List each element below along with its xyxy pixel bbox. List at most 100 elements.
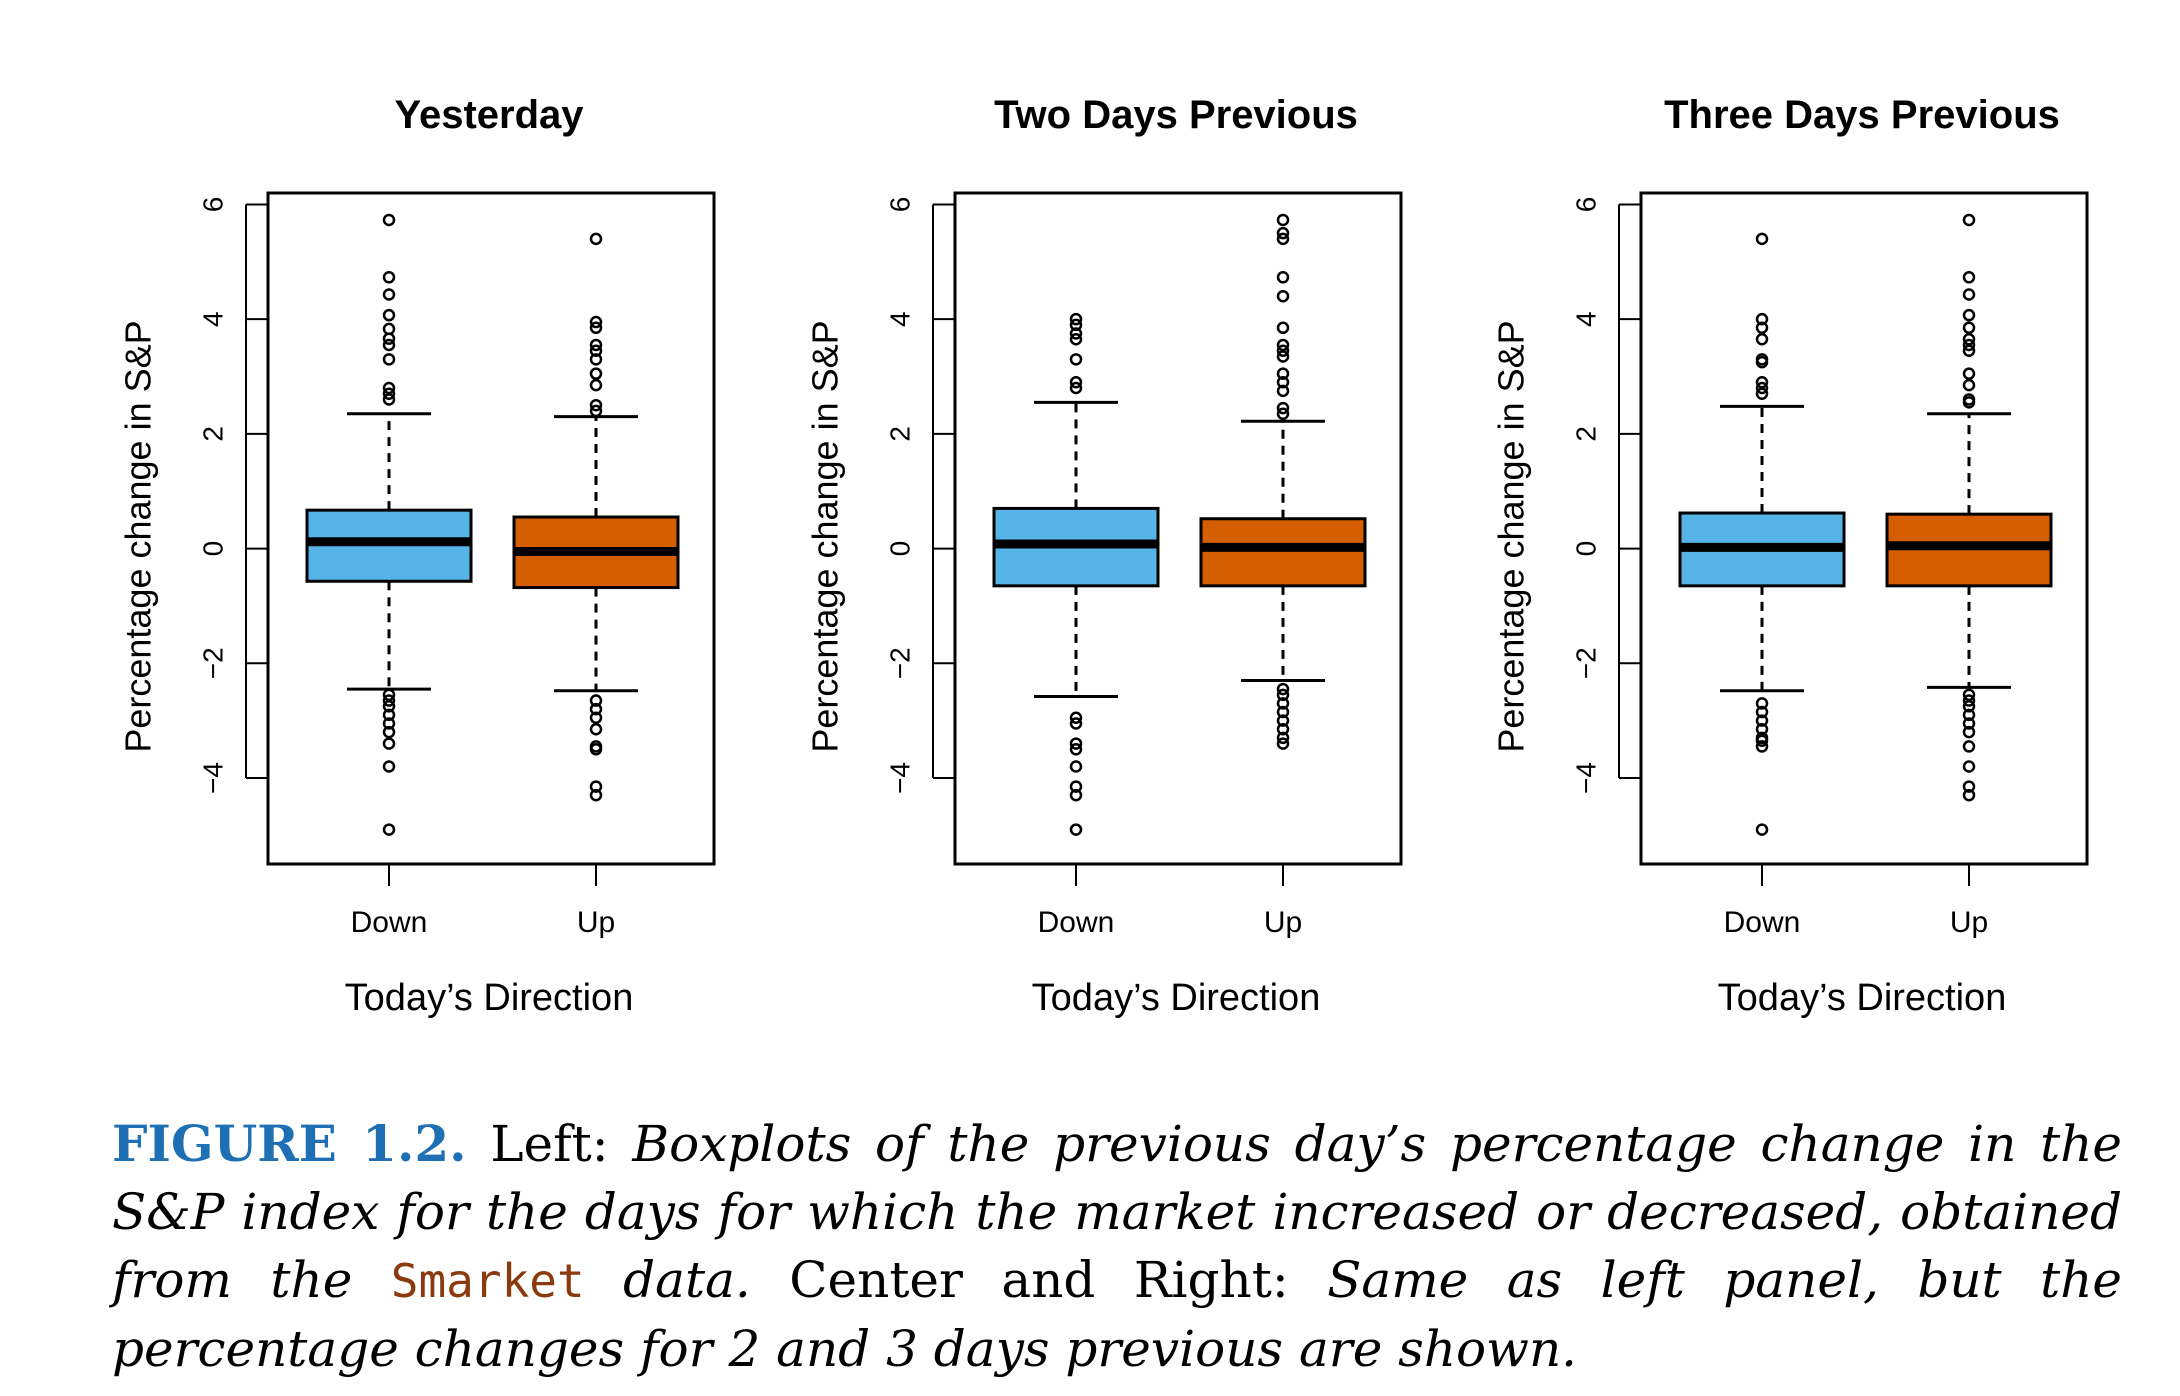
outlier-point <box>589 743 603 756</box>
outlier-point <box>589 367 603 380</box>
panel-3: Three Days Previous −4 −2 0 2 4 6 Percentage ch… <box>1491 93 2089 1019</box>
outlier-point <box>1755 734 1769 747</box>
outlier-point <box>1276 731 1290 745</box>
outlier-point <box>1276 226 1290 240</box>
outlier-point <box>1069 318 1083 332</box>
x-axis-label: Today’s Direction <box>1032 977 1321 1019</box>
outlier-point <box>1962 344 1976 357</box>
panel-title: Two Days Previous <box>994 93 1358 137</box>
outlier-point <box>1276 289 1290 303</box>
y-tick-label: 6 <box>198 197 229 213</box>
outlier-point <box>1276 271 1290 284</box>
outlier-point <box>1962 308 1976 322</box>
box-up <box>1199 213 1367 750</box>
outlier-point <box>589 722 603 736</box>
y-tick-label: −4 <box>198 762 229 794</box>
panel-2: Two Days Previous −4 −2 0 2 4 6 Percentage chan… <box>805 93 1403 1019</box>
outlier-point <box>589 344 603 357</box>
iqr-box <box>1199 517 1367 588</box>
outlier-point <box>382 823 396 836</box>
outlier-point <box>382 271 396 284</box>
outlier-point <box>589 321 603 335</box>
outlier-point <box>1069 327 1083 340</box>
outlier-point <box>589 398 603 412</box>
outlier-point <box>382 308 396 322</box>
outlier-point <box>589 338 603 352</box>
outlier-point <box>1276 714 1290 727</box>
outlier-point <box>1962 396 1976 409</box>
outlier-point <box>1276 401 1290 415</box>
y-tick-label: 4 <box>885 311 916 327</box>
y-axis-label: Percentage change in S&P <box>805 320 846 752</box>
figure-caption: FIGURE 1.2. Left: Boxplots of the previo… <box>112 1110 2122 1383</box>
caption-data-word: data. <box>584 1251 751 1309</box>
caption-label: FIGURE 1.2. <box>112 1114 467 1173</box>
y-axis-label: Percentage change in S&P <box>1491 320 1532 752</box>
y-tick-label: −2 <box>1571 647 1602 679</box>
outlier-point <box>382 708 396 722</box>
outlier-point <box>382 393 396 406</box>
outlier-point <box>1755 705 1769 719</box>
outlier-point <box>1962 378 1976 392</box>
panel-1: Yesterday −4 −2 0 2 4 6 Percentage change in S&… <box>118 93 716 1019</box>
outlier-point <box>1755 823 1769 836</box>
outlier-point <box>382 737 396 750</box>
outlier-point <box>1069 332 1083 346</box>
outlier-point <box>1962 213 1976 227</box>
caption-center-right-prefix: Center and Right: <box>750 1251 1328 1309</box>
y-tick-label: 0 <box>198 541 229 557</box>
outlier-point <box>589 378 603 392</box>
x-tick-label: Down <box>1038 906 1115 939</box>
y-tick-label: 0 <box>1571 541 1602 557</box>
outlier-point <box>589 232 603 246</box>
boxplot-figure: Yesterday −4 −2 0 2 4 6 Percentage change in S&… <box>118 93 2089 1019</box>
outlier-point <box>382 213 396 227</box>
y-tick-label: 2 <box>1571 426 1602 442</box>
outlier-point <box>1276 367 1290 380</box>
outlier-point <box>1755 740 1769 753</box>
outlier-point <box>1755 376 1769 389</box>
outlier-point <box>1962 700 1976 713</box>
caption-left-text: Boxplots of the previous day’s percentag… <box>112 1115 2122 1309</box>
outlier-point <box>1276 384 1290 398</box>
outlier-point <box>1276 321 1290 335</box>
outlier-point <box>382 688 396 702</box>
x-tick-label: Up <box>1950 906 1988 939</box>
outlier-point <box>1962 271 1976 284</box>
outlier-point <box>382 694 396 707</box>
outlier-point <box>1276 722 1290 736</box>
y-axis-label: Percentage change in S&P <box>118 320 159 752</box>
outlier-point <box>1276 688 1290 702</box>
outlier-point <box>589 788 603 802</box>
y-tick-label: −2 <box>198 647 229 679</box>
outlier-point <box>1276 350 1290 363</box>
outlier-point <box>1962 780 1976 793</box>
x-tick-label: Down <box>1724 906 1801 939</box>
outlier-point <box>1962 708 1976 722</box>
x-tick-label: Up <box>1264 906 1302 939</box>
outlier-point <box>1962 688 1976 702</box>
outlier-point <box>1276 682 1290 696</box>
outlier-point <box>1962 694 1976 707</box>
x-axis-label: Today’s Direction <box>1718 977 2007 1019</box>
outlier-point <box>1276 407 1290 421</box>
caption-center-right-text: Same as left panel, but the percentage c… <box>112 1251 2122 1378</box>
outlier-point <box>1069 788 1083 802</box>
outlier-point <box>1962 321 1976 335</box>
y-tick-label: 0 <box>885 541 916 557</box>
outlier-point <box>1962 367 1976 380</box>
y-tick-label: 4 <box>1571 311 1602 327</box>
outlier-point <box>589 694 603 707</box>
outlier-point <box>589 353 603 366</box>
box-down <box>1678 232 1846 836</box>
outlier-point <box>589 780 603 793</box>
outlier-point <box>382 288 396 301</box>
outlier-point <box>1755 355 1769 369</box>
outlier-point <box>1069 737 1083 750</box>
y-tick-label: −4 <box>1571 762 1602 794</box>
box-up <box>512 232 680 802</box>
outlier-point <box>382 353 396 366</box>
outlier-point <box>1276 737 1290 750</box>
outlier-point <box>1755 332 1769 346</box>
box-down <box>305 213 473 836</box>
